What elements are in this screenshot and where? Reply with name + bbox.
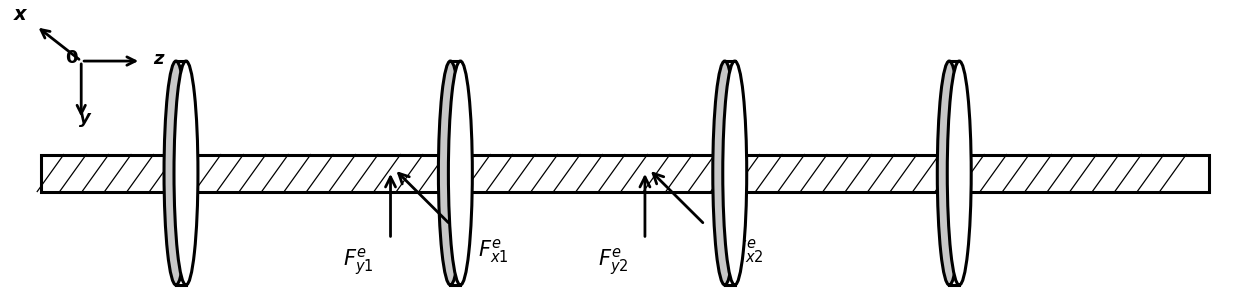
Text: y: y <box>79 109 91 127</box>
Text: $F_{y2}^{e}$: $F_{y2}^{e}$ <box>598 247 629 278</box>
Ellipse shape <box>713 61 737 285</box>
Ellipse shape <box>723 61 746 285</box>
Ellipse shape <box>439 61 463 285</box>
Ellipse shape <box>164 61 188 285</box>
Ellipse shape <box>937 61 961 285</box>
Ellipse shape <box>174 61 198 285</box>
Text: $F_{x1}^{e}$: $F_{x1}^{e}$ <box>479 237 508 265</box>
Text: $F_{x2}^{e}$: $F_{x2}^{e}$ <box>733 237 764 265</box>
Text: $F_{y1}^{e}$: $F_{y1}^{e}$ <box>343 247 373 278</box>
Text: 0: 0 <box>64 49 77 67</box>
Ellipse shape <box>947 61 971 285</box>
Text: z: z <box>153 50 164 68</box>
Text: x: x <box>14 5 26 24</box>
Ellipse shape <box>449 61 472 285</box>
Bar <box>41 154 1209 191</box>
